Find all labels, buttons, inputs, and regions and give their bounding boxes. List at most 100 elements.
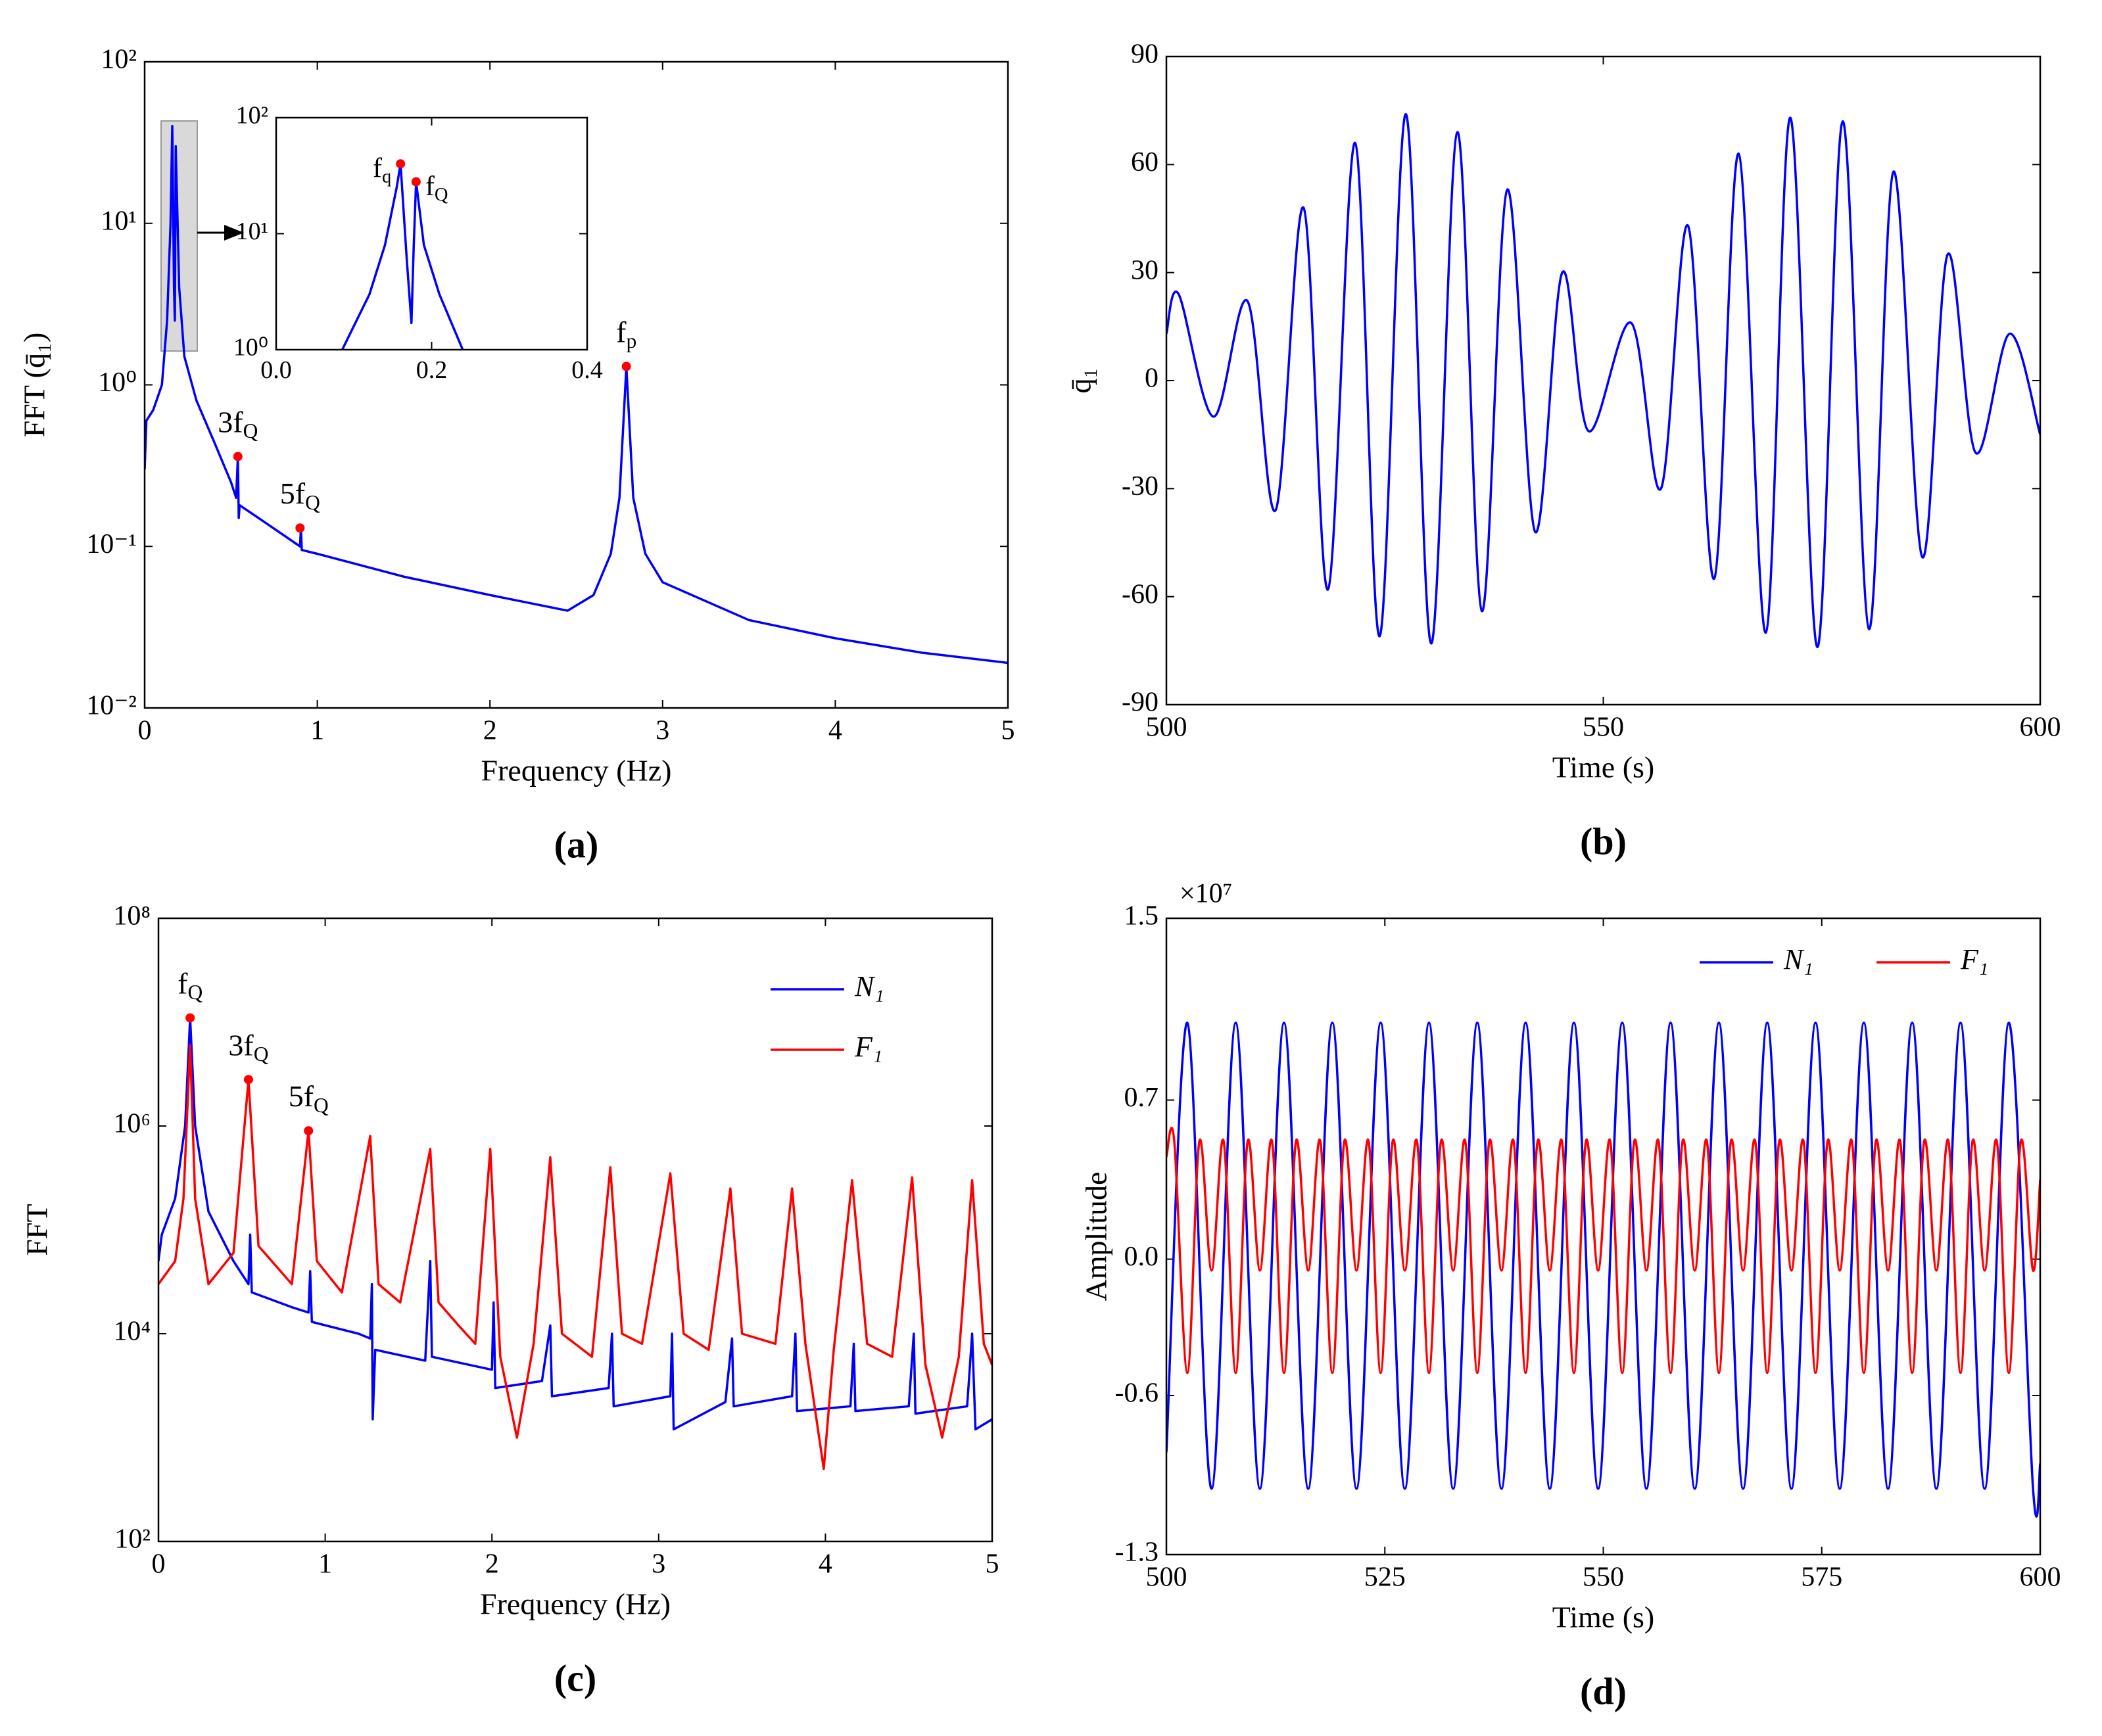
series-line [341,162,464,350]
axes-frame [157,917,993,1543]
x-tick-label: 0.2 [416,356,448,384]
peak-label-sub: Q [435,185,448,205]
axes-frame [1165,55,2042,706]
y-tick-label: -90 [1122,688,1158,718]
y-tick-label: 10² [114,1524,151,1555]
peak-label-sub: p [626,329,636,352]
peak-label-sub: Q [187,981,203,1004]
x-tick-label: 1 [318,1549,332,1579]
x-tick-label: 500 [1146,1562,1187,1592]
x-tick-label: 500 [1146,712,1187,742]
plot-area [158,1016,992,1470]
x-tick-label: 0 [138,715,152,745]
x-tick-label: 5 [986,1549,999,1579]
peak-marker [243,1075,253,1085]
peak-marker [295,523,305,533]
series-line [1166,1021,2040,1518]
peak-label: fQ [178,966,203,1004]
x-tick-label: 0.0 [260,356,292,384]
axes-frame [275,116,588,351]
peak-label-text: 3f [218,405,243,438]
peak-label-text: 5f [280,477,306,510]
y-axis-label: q̄₁ [1064,367,1097,393]
y-tick-label: 10⁻¹ [86,529,137,559]
x-tick-label: 5 [1001,715,1015,745]
x-tick-label: 575 [1801,1562,1842,1592]
x-tick-label: 0 [152,1549,166,1579]
series-line [1166,1127,2040,1374]
y-axis-label: FFT [20,1204,54,1255]
x-tick-label: 0.4 [571,356,603,384]
peak-label: 5fQ [280,477,320,514]
axis-multiplier: ×10⁷ [1180,879,1232,909]
y-tick-label: 1.5 [1124,901,1159,931]
y-axis-label: FFT (q̄₁) [18,333,51,438]
plot-area [1166,1021,2040,1518]
axes-frame [1165,917,2042,1556]
legend-label: F₁ [854,1031,882,1063]
peak-label-text: 3f [228,1028,254,1062]
x-tick-label: 525 [1364,1562,1406,1592]
y-tick-label: 10⁰ [233,334,268,362]
peak-label-sub: Q [254,1043,269,1066]
peak-marker [185,1013,195,1023]
peak-label: fp [616,315,636,352]
x-axis-label: Frequency (Hz) [480,1587,671,1621]
plot-area [1166,112,2040,649]
peak-marker [396,159,406,169]
panel-label: (a) [554,823,599,866]
peak-label-text: 5f [289,1079,314,1113]
peak-label: fQ [425,171,448,204]
y-tick-label: 60 [1131,147,1158,177]
y-tick-label: 90 [1131,39,1158,70]
x-tick-label: 4 [819,1549,832,1579]
y-tick-label: 10⁰ [98,367,137,398]
panel-label: (d) [1580,1670,1627,1712]
series-line [158,1044,992,1470]
peak-label: 3fQ [228,1028,268,1066]
x-tick-label: 550 [1583,712,1624,742]
series-line [1166,112,2040,649]
panel-label: (b) [1580,820,1627,862]
x-axis-label: Frequency (Hz) [481,754,672,787]
y-tick-label: 10² [236,102,268,129]
x-tick-label: 600 [2020,1562,2061,1592]
legend-label: N₁ [1783,943,1813,975]
y-tick-label: 0.0 [1124,1242,1159,1272]
peak-label: 3fQ [218,405,258,442]
peak-label-sub: Q [243,419,258,442]
peak-marker [411,177,421,187]
panel-label: (c) [554,1656,596,1699]
y-tick-label: 30 [1131,255,1158,285]
x-tick-label: 1 [310,715,324,745]
x-tick-label: 2 [485,1549,499,1579]
peak-marker [304,1126,314,1136]
legend-label: F₁ [1960,943,1988,975]
peak-label-text: f [616,315,627,348]
plot-area [341,162,464,350]
peak-label-text: f [373,153,382,183]
y-tick-label: 10⁶ [113,1109,151,1139]
x-tick-label: 600 [2020,712,2061,742]
peak-label-text: f [178,966,188,1000]
axes-frame [143,60,1009,709]
x-tick-label: 2 [483,715,497,745]
peak-marker [621,362,631,371]
x-tick-label: 550 [1583,1562,1624,1592]
x-axis-label: Time (s) [1552,751,1655,784]
y-axis-label: Amplitude [1080,1172,1113,1302]
y-tick-label: 10¹ [236,218,268,245]
y-tick-label: -30 [1122,471,1158,502]
peak-label: fq [373,153,391,187]
series-line [158,1016,992,1431]
y-tick-label: 10² [101,45,137,75]
inset-background [276,118,587,350]
y-tick-label: 10⁻² [86,691,137,721]
x-tick-label: 3 [656,715,669,745]
series-line [145,125,1008,665]
y-tick-label: -1.3 [1115,1537,1159,1568]
x-tick-label: 3 [652,1549,665,1579]
peak-label: 5fQ [289,1079,329,1117]
